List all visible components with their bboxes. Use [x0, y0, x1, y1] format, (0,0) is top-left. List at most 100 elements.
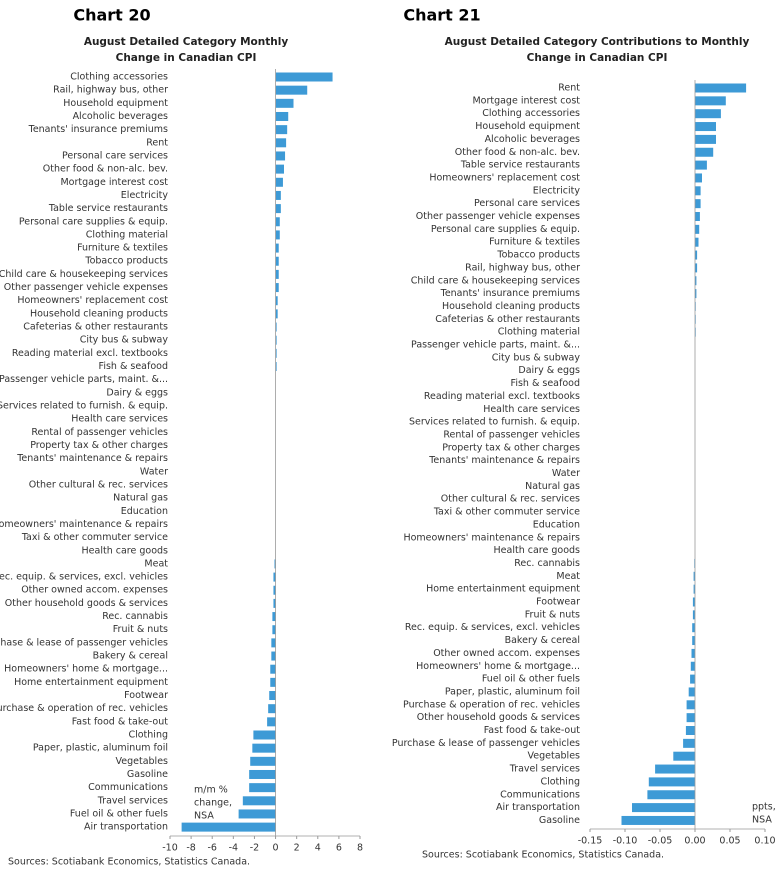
x-tick-label: 2 — [294, 843, 300, 854]
category-label: Footwear — [124, 690, 168, 701]
bar — [275, 204, 281, 214]
category-label: Vegetables — [528, 751, 581, 762]
category-label: Services related to furnish. & equip. — [0, 401, 168, 412]
category-label: Gasoline — [127, 769, 168, 780]
bar — [686, 700, 695, 710]
category-label: Air transportation — [496, 802, 580, 813]
category-label: Travel services — [97, 795, 168, 806]
bar — [275, 322, 277, 332]
bar — [273, 572, 276, 582]
category-label: Household cleaning products — [442, 301, 580, 312]
category-label: Clothing material — [498, 327, 580, 338]
category-label: Homeowners' home & mortgage... — [416, 661, 580, 672]
category-label: Child care & housekeeping services — [411, 275, 580, 286]
chart-subtitle: Change in Canadian CPI — [527, 52, 668, 64]
category-label: Tenants' maintenance & repairs — [16, 453, 168, 464]
category-label: Rent — [558, 83, 580, 94]
bar — [271, 638, 276, 648]
category-label: Other passenger vehicle expenses — [416, 211, 580, 222]
x-tick-label: 0 — [273, 843, 279, 854]
category-label: Rec. equip. & services, excl. vehicles — [0, 572, 168, 583]
bar — [695, 186, 701, 196]
x-tick-label: 8 — [357, 843, 363, 854]
x-tick-label: -0.05 — [648, 836, 673, 847]
category-label: Table service restaurants — [48, 203, 168, 214]
bar — [275, 85, 308, 95]
category-label: Furniture & textiles — [489, 237, 580, 248]
category-label: Home entertainment equipment — [14, 677, 168, 688]
bar — [655, 764, 695, 774]
category-label: Purchase & lease of passenger vehicles — [0, 637, 168, 648]
bar — [275, 362, 277, 372]
x-tick-label: 4 — [315, 843, 321, 854]
bar — [695, 289, 697, 299]
category-label: Cafeterias & other restaurants — [435, 314, 580, 325]
bar — [692, 610, 695, 620]
bar — [269, 691, 276, 701]
bar — [275, 230, 280, 240]
bar — [275, 296, 278, 306]
chart-subtitle: Change in Canadian CPI — [116, 52, 257, 64]
category-label: Fuel oil & other fuels — [70, 808, 168, 819]
category-label: Fast food & take-out — [484, 725, 581, 736]
category-label: Paper, plastic, aluminum foil — [445, 686, 580, 697]
category-label: Education — [533, 519, 580, 530]
category-label: Meat — [556, 571, 580, 582]
category-label: Purchase & operation of rec. vehicles — [0, 703, 168, 714]
bar — [271, 651, 276, 661]
bar — [648, 777, 695, 787]
bar — [275, 98, 294, 108]
category-label: Paper, plastic, aluminum foil — [33, 743, 168, 754]
category-label: Personal care supplies & equip. — [19, 216, 168, 227]
chart-title: Chart 20 — [73, 6, 150, 25]
bar — [695, 199, 701, 209]
bar — [275, 217, 280, 227]
bar — [683, 738, 695, 748]
bar — [272, 625, 276, 635]
bar — [275, 256, 279, 266]
bar — [270, 664, 276, 674]
bar — [695, 83, 747, 93]
bar — [695, 224, 700, 234]
bar — [686, 713, 695, 723]
category-label: Homeowners' maintenance & repairs — [403, 532, 580, 543]
bar — [242, 796, 276, 806]
bar — [275, 348, 277, 358]
bar — [273, 598, 276, 608]
bar — [695, 134, 716, 144]
category-label: Homeowners' replacement cost — [17, 295, 168, 306]
category-label: Homeowners' home & mortgage... — [4, 664, 168, 675]
category-label: Property tax & other charges — [442, 442, 580, 453]
category-label: Rec. cannabis — [514, 558, 580, 569]
category-label: Rental of passenger vehicles — [31, 427, 168, 438]
bar — [647, 790, 695, 800]
bar — [690, 661, 695, 671]
category-label: Passenger vehicle parts, maint. &... — [0, 374, 168, 385]
bar — [253, 730, 276, 740]
bar — [275, 138, 287, 148]
category-label: Health care goods — [82, 545, 169, 556]
category-label: Fuel oil & other fuels — [482, 674, 580, 685]
bar — [673, 751, 695, 761]
category-label: Rec. equip. & services, excl. vehicles — [405, 622, 580, 633]
category-label: Clothing material — [86, 229, 168, 240]
category-label: Property tax & other charges — [30, 440, 168, 451]
category-label: Reading material excl. textbooks — [424, 391, 580, 402]
bar — [275, 190, 281, 200]
axis-note: NSA — [194, 811, 214, 822]
bar — [693, 584, 695, 594]
category-label: Personal care services — [474, 198, 580, 209]
axis-note: change, — [194, 798, 232, 809]
chart-subtitle: August Detailed Category Monthly — [84, 36, 289, 48]
bar — [692, 597, 695, 607]
bar — [275, 243, 279, 253]
category-label: Gasoline — [539, 815, 580, 826]
category-label: Table service restaurants — [460, 160, 580, 171]
category-label: Fruit & nuts — [525, 609, 580, 620]
bar — [249, 769, 276, 779]
category-label: Mortgage interest cost — [60, 177, 168, 188]
bar — [685, 726, 695, 735]
category-label: Other passenger vehicle expenses — [4, 282, 168, 293]
axis-note: NSA — [752, 815, 772, 826]
category-label: Tobacco products — [84, 256, 168, 267]
